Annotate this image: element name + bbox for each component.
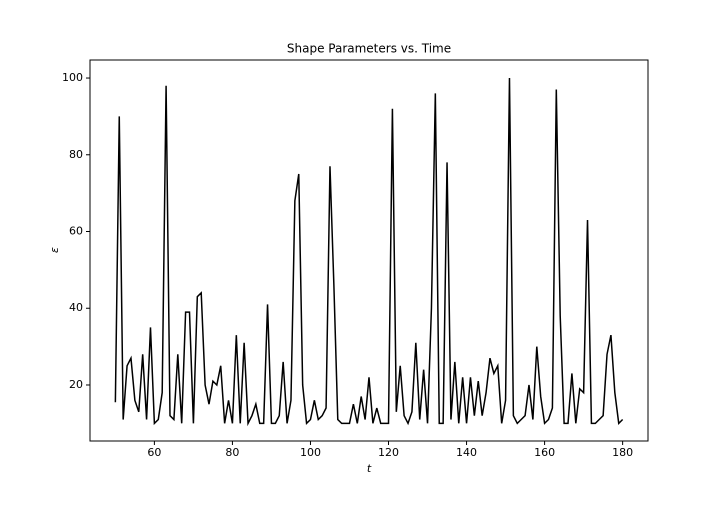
line-series bbox=[114, 78, 624, 427]
chart-title: Shape Parameters vs. Time bbox=[287, 42, 451, 56]
x-tick-label: 100 bbox=[300, 446, 321, 459]
plot-frame bbox=[89, 59, 649, 442]
y-tick-label: 80 bbox=[69, 148, 83, 161]
x-tick-label: 80 bbox=[225, 446, 239, 459]
x-tick-label: 140 bbox=[456, 446, 477, 459]
y-axis-label: ε bbox=[48, 247, 61, 253]
x-tick-label: 120 bbox=[378, 446, 399, 459]
x-tick-label: 160 bbox=[534, 446, 555, 459]
x-tick-label: 60 bbox=[147, 446, 161, 459]
y-tick-label: 20 bbox=[69, 378, 83, 391]
y-tick-label: 40 bbox=[69, 301, 83, 314]
x-axis-label: t bbox=[367, 462, 372, 475]
x-tick-label: 180 bbox=[612, 446, 633, 459]
y-tick-label: 100 bbox=[62, 71, 83, 84]
y-tick-label: 60 bbox=[69, 225, 83, 238]
